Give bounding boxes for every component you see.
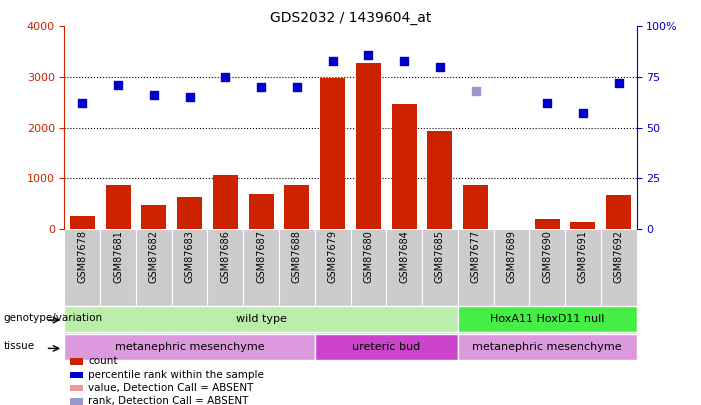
Bar (356, 63, 381, 229)
Point (149, 92, 160, 98)
Point (112, 82, 124, 88)
Point (184, 94, 196, 100)
Bar (64, 229, 100, 354)
Point (578, 110, 589, 117)
Bar (565, 229, 601, 354)
Point (363, 51, 374, 58)
Bar (177, 197, 202, 229)
Bar (142, 205, 166, 229)
Bar (571, 222, 595, 229)
Point (220, 74, 231, 80)
Bar (64, 334, 315, 360)
Bar (207, 229, 243, 354)
Bar (428, 131, 452, 229)
Text: metanephric mesenchyme: metanephric mesenchyme (472, 342, 622, 352)
Point (256, 84, 267, 90)
Point (399, 58, 410, 64)
Bar (458, 229, 494, 354)
Bar (64, 306, 458, 332)
Bar (136, 229, 172, 354)
Text: tissue: tissue (4, 341, 34, 351)
Bar (285, 185, 309, 229)
Bar (392, 104, 416, 229)
Point (470, 88, 482, 94)
Point (77, 100, 88, 107)
Bar (100, 229, 136, 354)
Bar (494, 229, 529, 354)
Text: count: count (88, 356, 118, 367)
Bar (606, 195, 631, 229)
Bar (315, 229, 350, 354)
Text: metanephric mesenchyme: metanephric mesenchyme (115, 342, 264, 352)
Bar (315, 334, 458, 360)
Bar (422, 229, 458, 354)
Bar (172, 229, 207, 354)
Bar (529, 229, 565, 354)
Bar (463, 185, 488, 229)
Bar (243, 229, 279, 354)
Title: GDS2032 / 1439604_at: GDS2032 / 1439604_at (270, 11, 431, 25)
Bar (70, 215, 95, 229)
Text: percentile rank within the sample: percentile rank within the sample (88, 370, 264, 380)
Bar (249, 194, 273, 229)
Bar (458, 306, 637, 332)
Text: rank, Detection Call = ABSENT: rank, Detection Call = ABSENT (88, 396, 249, 405)
Point (542, 100, 553, 107)
Bar (386, 229, 422, 354)
Bar (535, 219, 559, 229)
Bar (106, 185, 130, 229)
Point (292, 84, 303, 90)
Text: wild type: wild type (236, 314, 287, 324)
Point (327, 58, 339, 64)
Text: HoxA11 HoxD11 null: HoxA11 HoxD11 null (490, 314, 604, 324)
Bar (320, 79, 345, 229)
Bar (601, 229, 637, 354)
Point (613, 80, 625, 86)
Bar (350, 229, 386, 354)
Bar (213, 175, 238, 229)
Point (435, 64, 446, 70)
Text: genotype/variation: genotype/variation (4, 313, 102, 323)
Bar (279, 229, 315, 354)
Text: value, Detection Call = ABSENT: value, Detection Call = ABSENT (88, 383, 254, 393)
Bar (458, 334, 637, 360)
Text: ureteric bud: ureteric bud (352, 342, 421, 352)
